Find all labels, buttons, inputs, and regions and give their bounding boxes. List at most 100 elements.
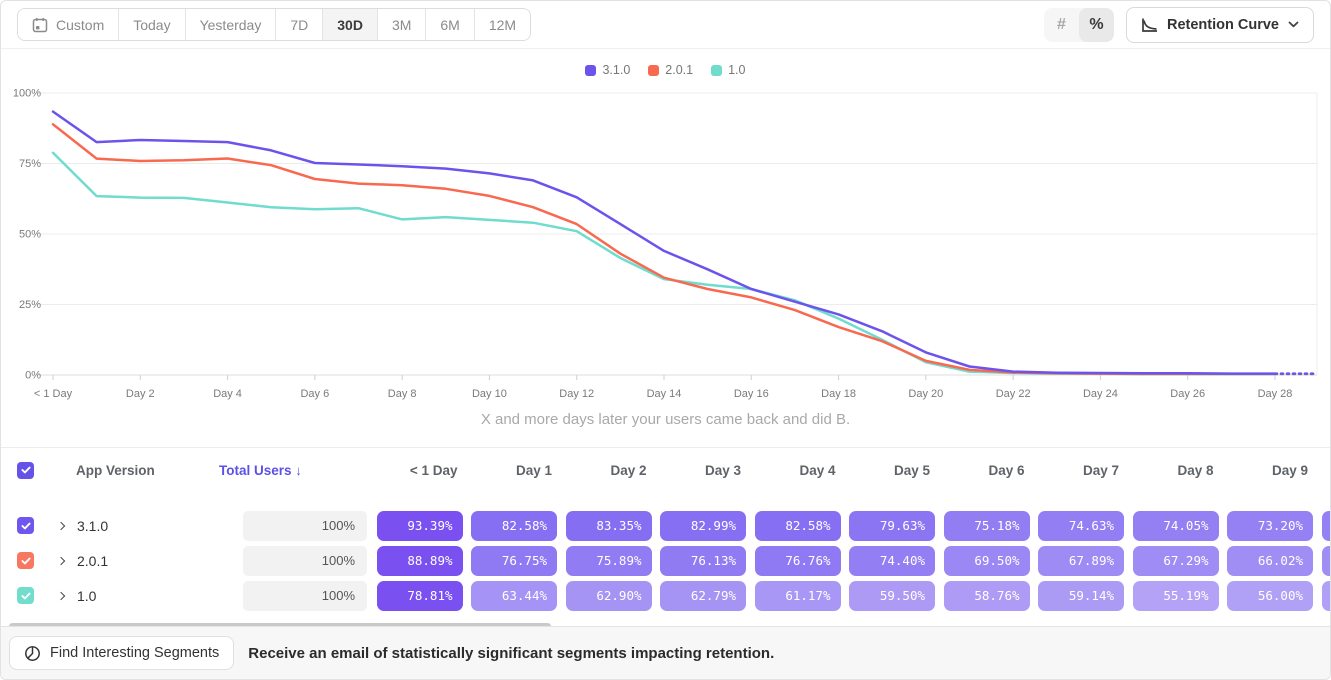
legend-item-3.1.0[interactable]: 3.1.0 (585, 63, 630, 77)
column-header-day-3[interactable]: Day 3 (704, 462, 741, 478)
toolbar: Custom Today Yesterday 7D 30D 3M 6M 12M # % Ret… (1, 1, 1330, 49)
retention-cell[interactable]: 83.35% (565, 510, 652, 541)
column-header-day-4[interactable]: Day 4 (799, 462, 836, 478)
legend-swatch (648, 64, 660, 76)
total-users-cell: 100% (239, 510, 368, 541)
retention-cell[interactable]: 88.89% (376, 545, 463, 576)
svg-text:Day 26: Day 26 (1170, 388, 1205, 400)
chart-type-label: Retention Curve (1167, 16, 1279, 33)
legend-swatch (585, 64, 597, 76)
retention-cell[interactable]: 75.89% (565, 545, 652, 576)
table-row-2.0.1: 2.0.1 100% 88.89% 76.75% 75.89% 76.13% 76.76% 7… (1, 543, 1330, 578)
chart-type-dropdown[interactable]: Retention Curve (1126, 6, 1314, 43)
date-range-6m[interactable]: 6M (425, 9, 474, 40)
legend-item-2.0.1[interactable]: 2.0.1 (648, 63, 693, 77)
retention-cell[interactable]: 55.19% (1132, 580, 1219, 611)
retention-cell[interactable]: 82.58% (471, 510, 557, 541)
find-interesting-segments-button[interactable]: Find Interesting Segments (9, 636, 235, 670)
retention-cell[interactable]: 67.89% (1038, 545, 1124, 576)
date-range-7d[interactable]: 7D (275, 9, 323, 40)
retention-cell[interactable]: 82.58% (754, 510, 841, 541)
retention-cell[interactable]: 69.50% (943, 545, 1030, 576)
retention-cell[interactable]: 76.75% (471, 545, 557, 576)
date-range-today[interactable]: Today (118, 9, 185, 40)
total-users-value[interactable]: 100% (243, 580, 367, 611)
chart-caption: X and more days later your users came ba… (480, 411, 851, 428)
date-range-yesterday[interactable]: Yesterday (184, 9, 276, 40)
svg-text:Day 12: Day 12 (559, 388, 594, 400)
column-header-day-8[interactable]: Day 8 (1177, 462, 1214, 478)
percentage-toggle[interactable]: % (1079, 7, 1114, 42)
retention-cell[interactable]: 74.05% (1132, 510, 1219, 541)
row-checkbox-cell (15, 517, 55, 534)
retention-cell[interactable]: 75.18% (943, 510, 1030, 541)
retention-cell[interactable]: 63.44% (471, 580, 557, 611)
column-header-total-users[interactable]: Total Users ↓ (219, 462, 303, 478)
svg-text:Day 28: Day 28 (1258, 388, 1293, 400)
day-column: 69.50% (935, 545, 1030, 576)
date-range-12m[interactable]: 12M (473, 9, 531, 40)
app-version-cell: 3.1.0 (55, 518, 239, 534)
day-column: 83.35% (557, 510, 652, 541)
absolute-count-toggle[interactable]: # (1057, 15, 1066, 33)
row-checkbox[interactable] (17, 587, 34, 604)
retention-cell[interactable]: 74.63% (1038, 510, 1124, 541)
retention-cell[interactable]: 79.63% (849, 510, 935, 541)
retention-cell[interactable]: 76.13% (660, 545, 746, 576)
retention-table: App Version Total Users ↓ < 1 Day Day 1 Da… (1, 447, 1330, 617)
svg-text:100%: 100% (13, 88, 41, 100)
column-header-day-1[interactable]: Day 1 (515, 462, 552, 478)
column-header-day-6[interactable]: Day 6 (988, 462, 1025, 478)
legend-item-1.0[interactable]: 1.0 (711, 63, 746, 77)
column-header-day-5[interactable]: Day 5 (893, 462, 930, 478)
retention-cell[interactable]: 82.99% (660, 510, 746, 541)
date-range-3m[interactable]: 3M (376, 9, 426, 40)
day-column: 93.39% (368, 510, 463, 541)
app-version-label: 3.1.0 (77, 517, 109, 534)
retention-cell[interactable]: 73.20% (1227, 510, 1313, 541)
retention-cell[interactable]: 62.79% (660, 580, 746, 611)
expand-row-chevron-icon[interactable] (56, 591, 66, 600)
date-range-custom[interactable]: Custom (18, 9, 119, 40)
svg-text:Day 8: Day 8 (388, 388, 417, 400)
column-header--1-day[interactable]: < 1 Day (409, 462, 458, 478)
expand-row-chevron-icon[interactable] (56, 521, 66, 530)
chart-section: 3.1.0 2.0.1 1.0 0% 25% 50% 75% 100% < 1 Day Day … (1, 49, 1330, 433)
column-header-day-7[interactable]: Day 7 (1082, 462, 1119, 478)
total-users-value[interactable]: 100% (243, 545, 367, 576)
date-range-label: Yesterday (199, 16, 262, 33)
row-checkbox[interactable] (17, 517, 34, 534)
segments-icon (24, 645, 41, 662)
total-users-value[interactable]: 100% (243, 510, 367, 541)
retention-cell-clipped[interactable] (1321, 510, 1330, 541)
retention-cell[interactable]: 62.90% (565, 580, 652, 611)
retention-cell[interactable]: 58.76% (943, 580, 1030, 611)
retention-cell[interactable]: 67.29% (1132, 545, 1219, 576)
total-users-cell: 100% (239, 580, 368, 611)
day-column: 74.63% (1030, 510, 1124, 541)
table-row-3.1.0: 3.1.0 100% 93.39% 82.58% 83.35% 82.99% 82.58% 7… (1, 508, 1330, 543)
sort-descending-icon: ↓ (295, 462, 303, 478)
footer-bar: Find Interesting Segments Receive an ema… (1, 626, 1330, 679)
retention-chart-canvas[interactable]: 0% 25% 50% 75% 100% < 1 Day Day 2 Day 4 Day 6 Day… (1, 49, 1331, 407)
row-checkbox[interactable] (17, 552, 34, 569)
date-range-30d[interactable]: 30D (322, 9, 377, 40)
column-header-day-2[interactable]: Day 2 (610, 462, 647, 478)
day-column: 74.40% (841, 545, 935, 576)
retention-cell[interactable]: 56.00% (1227, 580, 1313, 611)
retention-cell[interactable]: 59.14% (1038, 580, 1124, 611)
svg-text:Day 2: Day 2 (126, 388, 155, 400)
expand-row-chevron-icon[interactable] (56, 556, 66, 565)
retention-cell[interactable]: 76.76% (754, 545, 841, 576)
retention-cell-clipped[interactable] (1321, 580, 1330, 611)
retention-cell[interactable]: 59.50% (849, 580, 935, 611)
column-header-day-9[interactable]: Day 9 (1271, 462, 1308, 478)
retention-cell[interactable]: 78.81% (376, 580, 463, 611)
retention-cell[interactable]: 74.40% (849, 545, 935, 576)
retention-cell[interactable]: 66.02% (1227, 545, 1313, 576)
select-all-checkbox[interactable] (17, 461, 34, 479)
retention-cell-clipped[interactable] (1321, 545, 1330, 576)
retention-cell[interactable]: 93.39% (376, 510, 463, 541)
retention-cell[interactable]: 61.17% (754, 580, 841, 611)
day-column-overflow (1313, 580, 1330, 611)
